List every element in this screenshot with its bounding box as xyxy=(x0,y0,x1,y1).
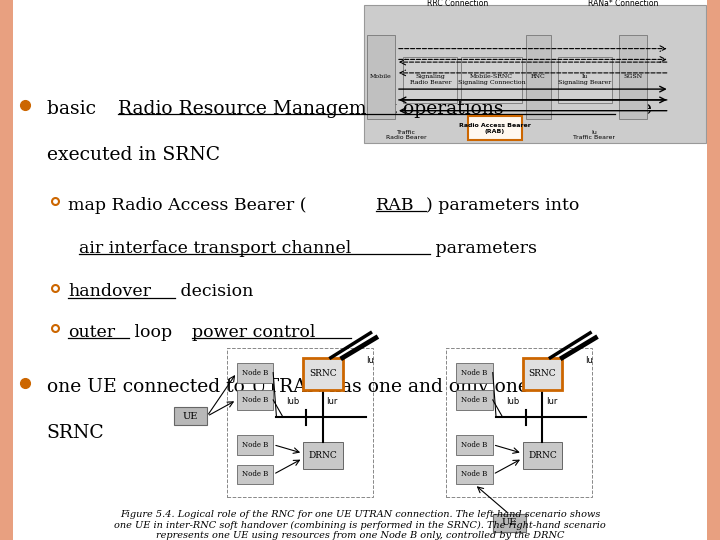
Text: Iu: Iu xyxy=(585,356,593,364)
Text: Iub: Iub xyxy=(506,397,519,407)
Text: one UE connected to UTRAN has one and only one: one UE connected to UTRAN has one and on… xyxy=(47,378,528,396)
Text: are: are xyxy=(615,100,652,118)
Bar xyxy=(461,57,522,103)
Text: Node B: Node B xyxy=(242,396,268,404)
Text: Mobile-SRNC
Signaling Connection: Mobile-SRNC Signaling Connection xyxy=(458,75,525,85)
Text: executed in SRNC: executed in SRNC xyxy=(47,146,220,164)
Text: parameters: parameters xyxy=(431,240,538,257)
Text: Node B: Node B xyxy=(462,470,487,478)
Text: Radio Resource Management operations: Radio Resource Management operations xyxy=(118,100,503,118)
Text: outer: outer xyxy=(68,324,115,341)
Bar xyxy=(446,348,592,497)
Text: DRNC: DRNC xyxy=(528,451,557,460)
Bar xyxy=(456,363,492,382)
Text: RANa* Connection: RANa* Connection xyxy=(588,0,658,8)
Bar xyxy=(0,0,13,540)
Bar xyxy=(237,363,273,382)
Text: Node B: Node B xyxy=(462,396,487,404)
Bar xyxy=(237,390,273,410)
Bar xyxy=(403,57,457,103)
Text: loop: loop xyxy=(129,324,178,341)
Text: SRNC: SRNC xyxy=(309,369,337,379)
Bar xyxy=(237,464,273,484)
Text: Mobile: Mobile xyxy=(370,75,392,79)
Text: Iur: Iur xyxy=(546,397,557,407)
Text: basic: basic xyxy=(47,100,102,118)
Text: Figure 5.4. Logical role of the RNC for one UE UTRAN connection. The left-hand s: Figure 5.4. Logical role of the RNC for … xyxy=(114,510,606,540)
Bar xyxy=(237,435,273,455)
Bar xyxy=(456,464,492,484)
Text: Iu: Iu xyxy=(366,356,374,364)
Bar xyxy=(367,35,395,119)
Text: RAB: RAB xyxy=(376,197,415,214)
Text: power control: power control xyxy=(192,324,315,341)
Bar xyxy=(558,57,612,103)
Text: RRC Connection: RRC Connection xyxy=(426,0,488,8)
Text: Radio Access Bearer
(RAB): Radio Access Bearer (RAB) xyxy=(459,123,531,133)
Bar xyxy=(303,442,343,469)
Bar xyxy=(523,442,562,469)
Text: Iub: Iub xyxy=(287,397,300,407)
Text: map Radio Access Bearer (: map Radio Access Bearer ( xyxy=(68,197,307,214)
Text: RNC: RNC xyxy=(531,75,546,79)
Bar xyxy=(456,435,492,455)
Bar xyxy=(468,116,522,140)
Text: Node B: Node B xyxy=(242,441,268,449)
Bar xyxy=(364,5,706,143)
Text: UE: UE xyxy=(183,411,198,421)
Text: Node B: Node B xyxy=(462,441,487,449)
Text: Signaling
Radio Bearer: Signaling Radio Bearer xyxy=(410,75,451,85)
Text: Iu
Traffic Bearer: Iu Traffic Bearer xyxy=(573,130,615,140)
Text: Iu
Signaling Bearer: Iu Signaling Bearer xyxy=(559,75,611,85)
Text: Iur: Iur xyxy=(326,397,338,407)
Text: Node B: Node B xyxy=(242,470,268,478)
Bar xyxy=(456,390,492,410)
Text: SGSN: SGSN xyxy=(624,75,642,79)
Text: decision: decision xyxy=(176,284,254,300)
Text: Node B: Node B xyxy=(462,369,487,376)
Bar xyxy=(174,407,207,425)
Text: air interface transport channel: air interface transport channel xyxy=(79,240,351,257)
Text: ) parameters into: ) parameters into xyxy=(426,197,579,214)
Bar xyxy=(619,35,647,119)
Bar xyxy=(227,348,372,497)
Text: DRNC: DRNC xyxy=(308,451,337,460)
Bar xyxy=(526,35,551,119)
Bar xyxy=(707,0,720,540)
Bar xyxy=(523,357,562,390)
Bar xyxy=(303,357,343,390)
Text: SRNC: SRNC xyxy=(47,424,104,442)
Text: Node B: Node B xyxy=(242,369,268,376)
Text: UE: UE xyxy=(502,518,517,528)
Text: SRNC: SRNC xyxy=(528,369,557,379)
Text: handover: handover xyxy=(68,284,151,300)
Bar xyxy=(492,514,526,531)
Text: Traffic
Radio Bearer: Traffic Radio Bearer xyxy=(387,130,427,140)
